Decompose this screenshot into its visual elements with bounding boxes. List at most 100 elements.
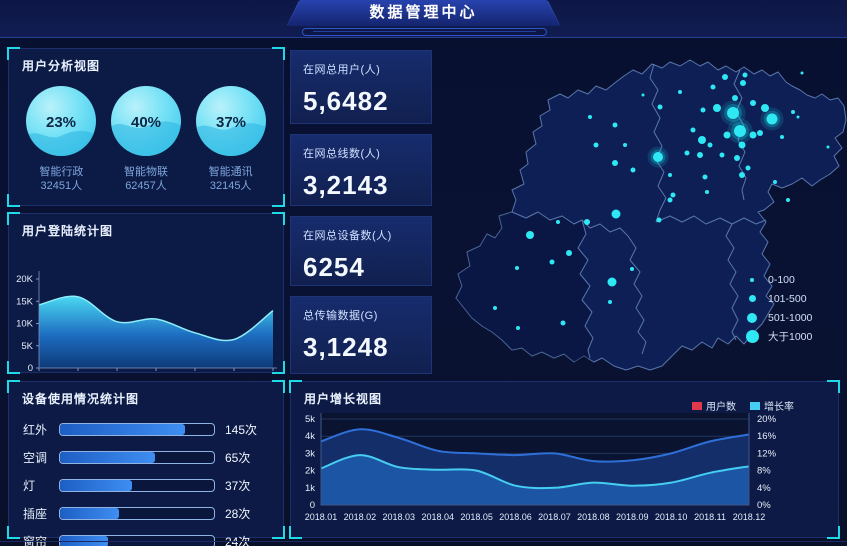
map-bubble xyxy=(493,306,497,310)
device-value: 65次 xyxy=(225,451,251,465)
map-inner-border xyxy=(627,235,647,355)
map-bubble xyxy=(516,326,520,330)
stat-card: 在网总线数(人) 3,2143 xyxy=(290,134,432,206)
region-map xyxy=(455,59,847,371)
panel-title: 设备使用情况统计图 xyxy=(22,392,140,406)
legend-dot-icon xyxy=(744,295,760,302)
map-bubble xyxy=(757,130,763,136)
map-inner-border xyxy=(725,223,739,341)
panel-corner-bracket xyxy=(272,526,285,539)
map-bubble xyxy=(684,150,690,156)
svg-text:2018.07: 2018.07 xyxy=(538,512,571,522)
stat-label: 在网总设备数(人) xyxy=(303,230,392,242)
gauge-name: 智能行政 xyxy=(39,166,84,178)
panel-corner-bracket xyxy=(272,194,285,207)
legend-label: 大于1000 xyxy=(768,331,813,343)
device-value: 145次 xyxy=(225,423,258,437)
map-legend-item: 0-100 xyxy=(744,270,847,289)
legend-item-users[interactable]: 用户数 xyxy=(692,398,736,413)
svg-text:2k: 2k xyxy=(305,466,315,477)
panel-user-analysis: 用户分析视图 23% 智能行政 32451人 xyxy=(7,47,285,207)
title-banner: 数据管理中心 xyxy=(287,0,560,26)
map-bubble xyxy=(800,71,804,75)
device-value: 37次 xyxy=(225,479,251,493)
svg-text:1k: 1k xyxy=(305,483,315,494)
device-value: 28次 xyxy=(225,507,251,521)
stat-card: 在网总设备数(人) 6254 xyxy=(290,216,432,286)
map-bubble xyxy=(745,165,751,171)
legend-dot-icon xyxy=(744,312,760,323)
legend-series-label: 增长率 xyxy=(764,402,794,413)
map-bubble xyxy=(727,107,739,119)
map-bubble xyxy=(791,110,795,114)
panel-corner-bracket xyxy=(827,380,840,393)
panel-device-usage: 设备使用情况统计图 红外 145次 空调 65次灯 37次 插座 28次 窗帘 xyxy=(7,380,285,546)
panel-corner-bracket xyxy=(272,47,285,60)
map-bubble xyxy=(670,192,676,198)
map-legend-item: 101-500 xyxy=(744,289,847,308)
map-bubble xyxy=(653,152,663,162)
map-bubble xyxy=(739,172,745,178)
map-bubble xyxy=(723,131,731,139)
map-inner-border xyxy=(655,215,767,225)
gauge-count: 62457人 xyxy=(125,180,167,192)
svg-text:15K: 15K xyxy=(16,296,34,307)
device-bar-row: 插座 28次 xyxy=(23,505,271,522)
stat-value: 5,6482 xyxy=(303,86,389,116)
svg-text:2018.04: 2018.04 xyxy=(421,512,454,522)
device-bar-row: 灯 37次 xyxy=(23,477,271,494)
legend-label: 101-500 xyxy=(768,292,807,305)
map-bubble xyxy=(700,107,706,113)
svg-text:40%: 40% xyxy=(131,114,161,131)
bottom-divider xyxy=(0,541,847,542)
legend-item-growth-rate[interactable]: 增长率 xyxy=(750,398,794,413)
map-bubble xyxy=(750,100,756,106)
map-bubble xyxy=(740,80,746,86)
header-bar: 数据管理中心 xyxy=(0,0,847,38)
svg-text:4k: 4k xyxy=(305,431,315,442)
map-bubble xyxy=(738,141,746,149)
map-bubble xyxy=(780,135,784,139)
device-bar-track xyxy=(59,423,215,436)
map-bubble xyxy=(722,74,728,80)
panel-title: 用户登陆统计图 xyxy=(22,224,114,238)
panel-corner-bracket xyxy=(7,361,20,374)
device-bar-fill xyxy=(60,424,185,435)
panel-user-growth: 用户增长视图 用户数 增长率 0 1k 2k 3k 4k 5k 0% 4% 8% 12% 16% 20… xyxy=(289,380,840,539)
device-label: 插座 xyxy=(23,507,48,521)
svg-text:37%: 37% xyxy=(216,114,246,131)
svg-text:2018.10: 2018.10 xyxy=(655,512,688,522)
gauge-circle: 37% xyxy=(195,86,266,157)
chart-legend: 用户数 增长率 xyxy=(692,398,794,413)
svg-text:23%: 23% xyxy=(46,114,76,131)
gauge-circle: 23% xyxy=(26,86,97,157)
map-bubble xyxy=(702,174,708,180)
stat-card: 在网总用户(人) 5,6482 xyxy=(290,50,432,124)
map-legend-item: 501-1000 xyxy=(744,308,847,327)
gauge-group: 23% 智能行政 32451人 40% 智能物联 62457人 xyxy=(9,74,283,193)
svg-text:4%: 4% xyxy=(757,483,771,494)
login-area-chart: 05K10K15K20K3.013.023.033.043.053.063.07 xyxy=(16,271,282,384)
map-legend: 0-100 101-500 501-1000 大于1000 xyxy=(744,270,847,346)
map-bubble xyxy=(630,267,634,271)
device-bar-fill xyxy=(60,508,119,519)
svg-text:2018.08: 2018.08 xyxy=(577,512,610,522)
map-bubble xyxy=(593,142,599,148)
stat-label: 在网总线数(人) xyxy=(303,148,381,160)
legend-dot-icon xyxy=(744,330,760,343)
device-bar-row: 空调 65次 xyxy=(23,449,271,466)
map-inner-border xyxy=(511,211,629,237)
panel-corner-bracket xyxy=(289,526,302,539)
svg-text:2018.06: 2018.06 xyxy=(499,512,532,522)
gauge-count: 32451人 xyxy=(40,180,83,192)
svg-text:2018.01: 2018.01 xyxy=(305,512,338,522)
gauge-circle: 40% xyxy=(110,86,181,157)
map-bubble xyxy=(690,127,696,133)
svg-text:2018.02: 2018.02 xyxy=(344,512,377,522)
map-region-shade xyxy=(456,212,593,362)
map-bubble xyxy=(641,93,645,97)
map-bubble xyxy=(630,167,636,173)
panel-title: 用户分析视图 xyxy=(22,59,101,73)
svg-text:2018.03: 2018.03 xyxy=(383,512,416,522)
map-bubble xyxy=(713,104,721,112)
